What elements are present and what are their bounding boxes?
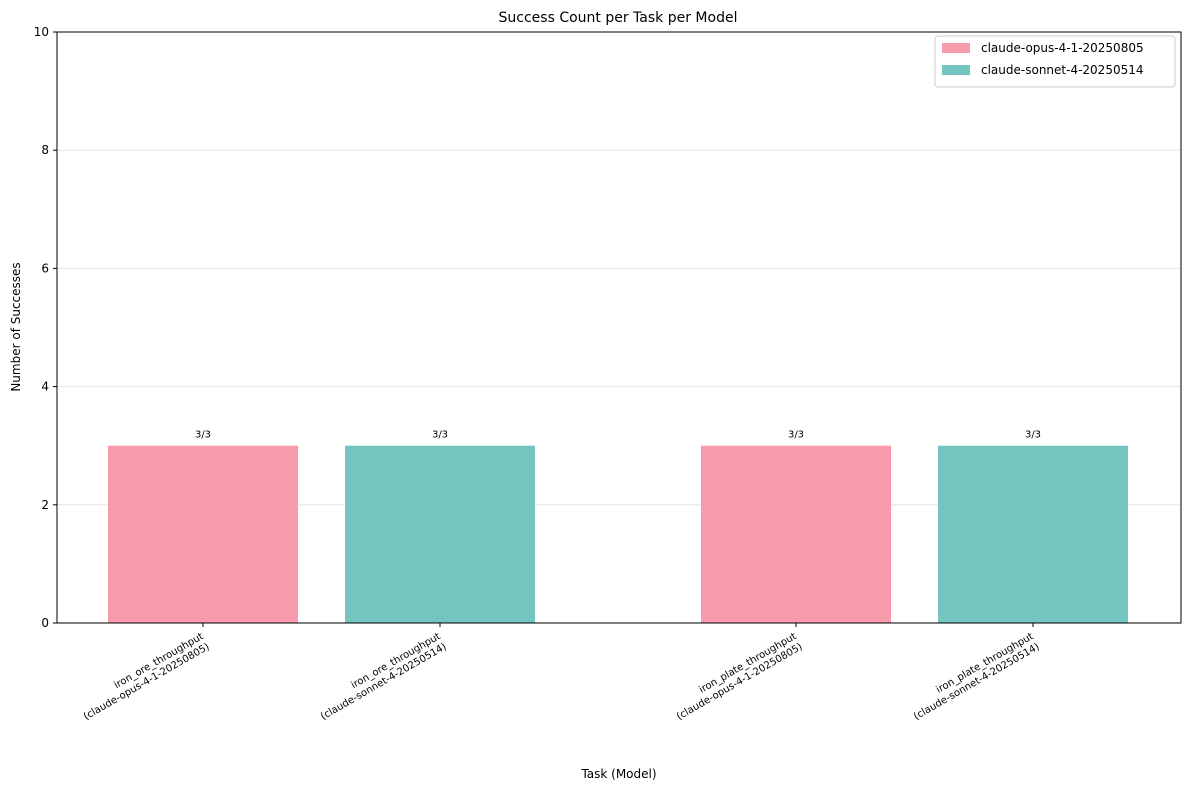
y-tick-label: 2 — [41, 498, 49, 512]
bar-data-label: 3/3 — [195, 430, 211, 441]
x-axis-label: Task (Model) — [580, 767, 656, 781]
bar-data-label: 3/3 — [1025, 430, 1041, 441]
bar-data-label: 3/3 — [788, 430, 804, 441]
y-tick-label: 4 — [41, 380, 49, 394]
legend-swatch-sonnet — [942, 65, 970, 75]
legend-label-opus: claude-opus-4-1-20250805 — [981, 41, 1144, 55]
y-tick-label: 6 — [41, 261, 49, 275]
bar-0 — [108, 445, 298, 623]
bar-3 — [938, 445, 1128, 623]
y-tick-label: 10 — [34, 25, 49, 39]
legend: claude-opus-4-1-20250805 claude-sonnet-4… — [934, 35, 1176, 88]
y-tick-label: 8 — [41, 143, 49, 157]
bar-1 — [345, 445, 535, 623]
bars — [108, 445, 1128, 623]
plot-frame — [56, 31, 1182, 624]
legend-swatch-opus — [942, 43, 970, 53]
bar-data-label: 3/3 — [432, 430, 448, 441]
legend-label-sonnet: claude-sonnet-4-20250514 — [981, 63, 1144, 77]
y-axis-label: Number of Successes — [9, 262, 23, 391]
legend-box — [934, 35, 1176, 88]
y-tick-label: 0 — [41, 616, 49, 630]
bar-2 — [701, 445, 891, 623]
chart-title: Success Count per Task per Model — [499, 10, 738, 26]
y-axis-ticks: 0 2 4 6 8 10 — [34, 25, 57, 630]
data-labels: 3/3 3/3 3/3 3/3 — [195, 430, 1041, 441]
